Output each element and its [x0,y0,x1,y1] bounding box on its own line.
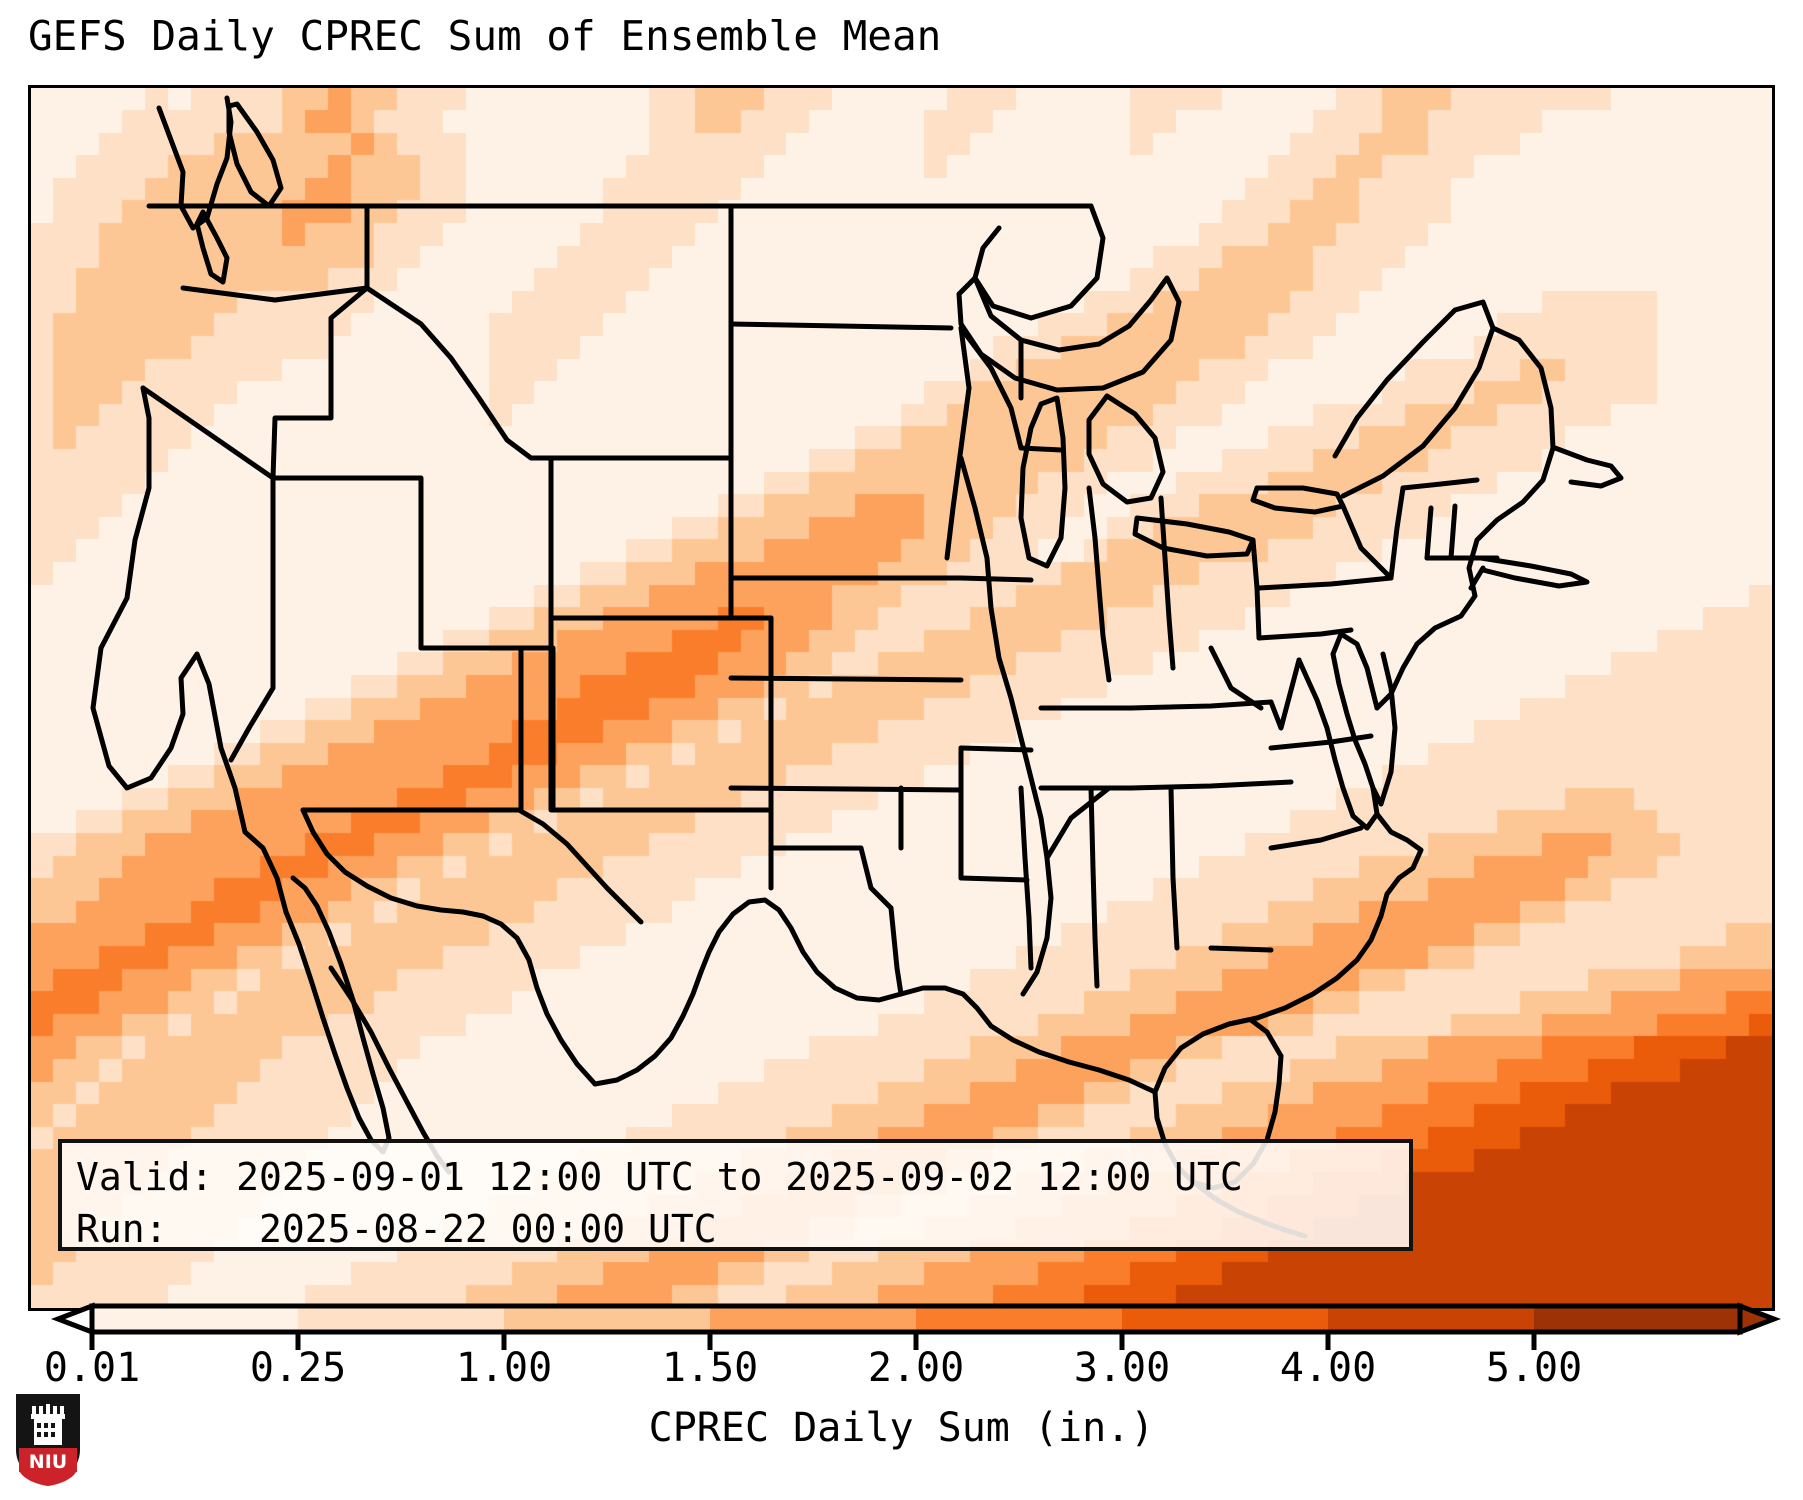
colorbar-band [504,1306,711,1332]
colorbar-tick-label: 2.00 [867,1345,965,1391]
ut-az-border-line [418,645,556,813]
ia-mo-border-line [958,575,1034,583]
lake-michigan-line [1018,395,1068,569]
colorbar-tick-label: 1.50 [661,1345,759,1391]
colorbar-band [1122,1306,1329,1332]
ca-nv-border-line [140,385,276,763]
il-in-border-line [1086,485,1112,683]
or-wa-border-line [180,285,370,303]
ar-la-border-line [958,875,1030,883]
colorbar [0,1292,1803,1352]
colorbar-band [1328,1306,1535,1332]
colorbar-tick-label: 1.00 [455,1345,553,1391]
wv-va-line [1208,645,1264,711]
valid-run-infobox: Valid: 2025-09-01 12:00 UTC to 2025-09-0… [58,1139,1413,1251]
ga-fl-border-line [1208,945,1274,953]
map-panel [28,85,1775,1311]
southwest-border-line [300,807,644,925]
lake-erie-line [1132,515,1256,559]
al-ms-border-line [1088,785,1100,989]
colorbar-tick-labels: 0.01 0.25 1.00 1.50 2.00 3.00 4.00 5.00 [0,1345,1803,1405]
mexico-border-line [300,807,598,1087]
castle-windows [37,1423,55,1437]
nc-va-border-line [1268,733,1374,751]
nj-line [1468,565,1486,591]
niu-logo: NIU [16,1394,80,1486]
gulf-coast-line [698,897,1158,1095]
missouri-river-line [944,325,972,561]
va-wv-line [1268,657,1302,731]
colorbar-tick-label: 0.01 [43,1345,141,1391]
nv-ut-border-line [270,475,424,651]
puget-sound-line [194,209,230,285]
ne-ks-border-line [728,675,964,683]
colorbar-tick-label: 0.25 [249,1345,347,1391]
page-title: GEFS Daily CPREC Sum of Ensemble Mean [28,12,942,60]
colorbar-bands [50,1302,1782,1336]
ny-border-line [1340,503,1394,581]
ok-tx-border-line [768,845,894,911]
mn-wi-border-line [958,325,1024,451]
colorbar-band [1534,1306,1741,1332]
sc-nc-border-line [1268,825,1364,851]
lake-huron-line [1086,393,1166,505]
colorbar-band [298,1306,505,1332]
id-or-border-line [270,203,370,481]
cape-cod-line [1552,445,1624,489]
colorbar-band [710,1306,917,1332]
wy-border-line [548,203,774,621]
colorbar-band [916,1306,1123,1332]
colorbar-tick-label: 3.00 [1073,1345,1171,1391]
ky-il-line [1044,785,1112,861]
nm-tx-border-line [550,807,774,891]
southeast-coast-line [1152,811,1424,1191]
ky-tn-border-line [1038,699,1274,711]
precipitation-heatmap [31,88,1772,1308]
shield-red-band [19,1448,77,1472]
wi-il-border-line [1018,445,1064,453]
la-tx-border-line [888,905,904,997]
niu-logo-text: NIU [29,1451,67,1473]
pa-md-border-line [1256,627,1354,641]
pa-ny-border-line [1256,575,1394,591]
florida-peninsula-line [1248,1017,1284,1059]
tn-ms-al-ga-line [1038,779,1294,791]
baja-california-line [283,875,392,1155]
in-oh-border-line [1158,495,1176,671]
northeast-coast-line [1374,325,1556,711]
colorbar-over-arrow [1737,1302,1782,1336]
geography-overlay [90,95,1624,1239]
valid-time-line: Valid: 2025-09-01 12:00 UTC to 2025-09-0… [76,1155,1243,1199]
ms-la-border-line [1018,785,1034,971]
ar-mo-border-line [958,745,1034,753]
run-time-line: Run: 2025-08-22 00:00 UTC [76,1207,717,1251]
colorbar-ticks [89,1332,1537,1350]
new-england-border-line [1400,477,1500,561]
colorbar-under-arrow [50,1302,95,1336]
mt-id-border-line [364,285,554,511]
lake-ontario-line [1250,485,1346,515]
vancouver-island-line [226,101,284,209]
co-border-line [548,615,774,813]
colorbar-axis-label: CPREC Daily Sum (in.) [648,1405,1155,1451]
al-ga-fl-line [1168,785,1180,951]
colorbar-tick-label: 4.00 [1279,1345,1377,1391]
colorbar-svg [50,1302,1782,1350]
pacific-coast-line [90,385,289,915]
nd-sd-border-line [728,321,954,331]
canada-border-great-lakes-line [972,203,1106,321]
long-island-line [1478,555,1590,589]
texas-coast-line [592,969,704,1087]
shield-red-bottom [19,1470,77,1486]
delmarva-line [1370,651,1398,807]
ks-ok-border-line [728,785,964,793]
chesapeake-bay-line [1296,631,1380,831]
ny-vt-nh-line [1388,485,1458,581]
colorbar-band [92,1306,299,1332]
st-lawrence-line [1332,299,1496,499]
sd-ne-border-line [728,455,964,581]
mississippi-river-line [958,455,1054,997]
colorbar-tick-label: 5.00 [1485,1345,1583,1391]
